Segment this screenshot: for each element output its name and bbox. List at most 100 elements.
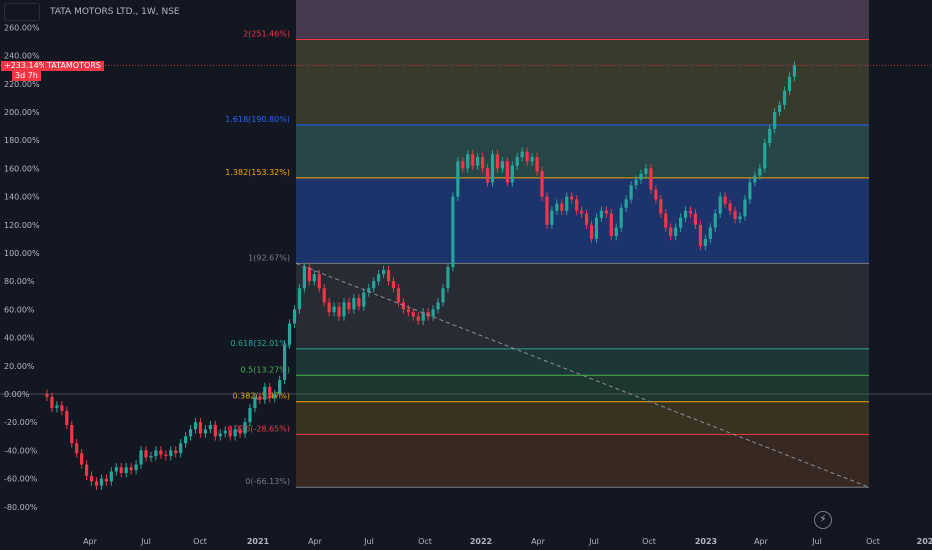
candle-body [792,65,797,77]
candle-body [55,405,59,409]
x-tick-label: 2023 [695,537,717,546]
fib-level-label: 1.618(190.80%) [225,115,290,124]
fib-level-label: 0.382(-5.47%) [233,392,290,401]
candle-body [144,450,148,458]
x-tick-label: 2021 [247,537,270,546]
candle-body [377,274,381,282]
candle-body [292,309,297,324]
candle-body [149,456,153,458]
candle-body [342,302,346,317]
y-tick-label: 140.00% [4,193,40,202]
y-tick-label: 160.00% [4,164,40,173]
candle-body [258,396,262,400]
candle-body [520,151,524,158]
fib-level-label: 0.236(-28.65%) [227,424,290,433]
candle-body [426,312,430,317]
candle-body [728,203,732,211]
candle-body [198,422,203,434]
candle-body [733,210,737,220]
x-tick-label: 2022 [470,537,492,546]
fib-zone [296,375,869,402]
candle-body [317,274,321,289]
candle-body [322,288,326,303]
y-tick-label: 20.00% [4,362,35,371]
current-change-label: +233.14% [1,61,50,71]
candle-body [580,210,584,214]
candle-body [545,196,549,225]
candle-body [70,425,74,444]
symbol-search-box[interactable] [4,3,40,21]
candle-body [119,467,123,473]
candle-body [589,224,594,239]
candle-body [693,213,698,225]
y-tick-label: 180.00% [4,136,40,145]
candle-body [139,450,143,465]
candle-body [495,154,500,169]
x-tick-label: Apr [83,537,98,546]
candle-body [396,288,401,303]
candle-body [708,227,712,239]
candle-body [243,422,247,434]
candle-body [505,161,509,183]
candle-body [659,199,663,214]
candle-body [644,168,648,175]
y-tick-label: 260.00% [4,23,40,32]
candle-body [283,344,287,380]
x-tick-label: Oct [418,537,432,546]
candle-body [664,213,668,228]
x-tick-label: Oct [866,537,880,546]
y-tick-label: 40.00% [4,334,35,343]
candle-body [688,210,693,214]
y-tick-label: 80.00% [4,277,35,286]
candle-body [535,157,539,172]
candle-body [391,281,396,289]
candle-body [466,154,470,169]
trend-line [295,262,870,488]
candle-body [540,171,544,197]
candle-body [441,288,445,303]
candle-body [599,210,603,218]
fib-level-label: 1.382(153.32%) [225,168,290,177]
fib-zone [296,263,869,349]
candle-body [411,312,415,317]
candle-body [253,396,257,409]
candle-body [302,267,306,289]
candle-body [609,213,613,237]
x-tick-label: Jul [363,537,374,546]
candle-body [218,433,222,437]
candle-body [614,227,618,237]
candle-body [75,443,79,454]
fib-zone [296,124,869,178]
x-tick-label: Apr [754,537,769,546]
y-tick-label: 0.00% [4,390,30,399]
x-tick-label: Apr [308,537,323,546]
candle-body [85,464,89,476]
candle-body [624,199,628,208]
candle-body [104,478,108,482]
y-tick-label: 200.00% [4,108,40,117]
candle-body [297,288,302,310]
x-tick-label: Oct [193,537,207,546]
symbol-label: TATAMOTORS [44,61,104,71]
candle-body [773,112,777,129]
candle-body [213,425,217,437]
fib-zone [296,177,869,264]
candle-body [738,216,742,220]
candle-body [570,196,574,200]
candle-body [763,143,767,169]
candle-body [421,312,425,321]
candle-body [50,396,54,409]
chart-title: TATA MOTORS LTD., 1W, NSE [50,7,180,17]
candle-body [327,302,331,313]
y-tick-label: 220.00% [4,80,40,89]
lightning-icon[interactable]: ⚡ [814,511,832,529]
candle-body [500,161,504,169]
candle-body [129,467,133,471]
candle-body [683,210,688,218]
x-tick-label: Oct [642,537,656,546]
candle-body [382,269,386,275]
candle-body [584,213,589,225]
candle-body [753,175,757,183]
x-tick-label: Jul [588,537,599,546]
